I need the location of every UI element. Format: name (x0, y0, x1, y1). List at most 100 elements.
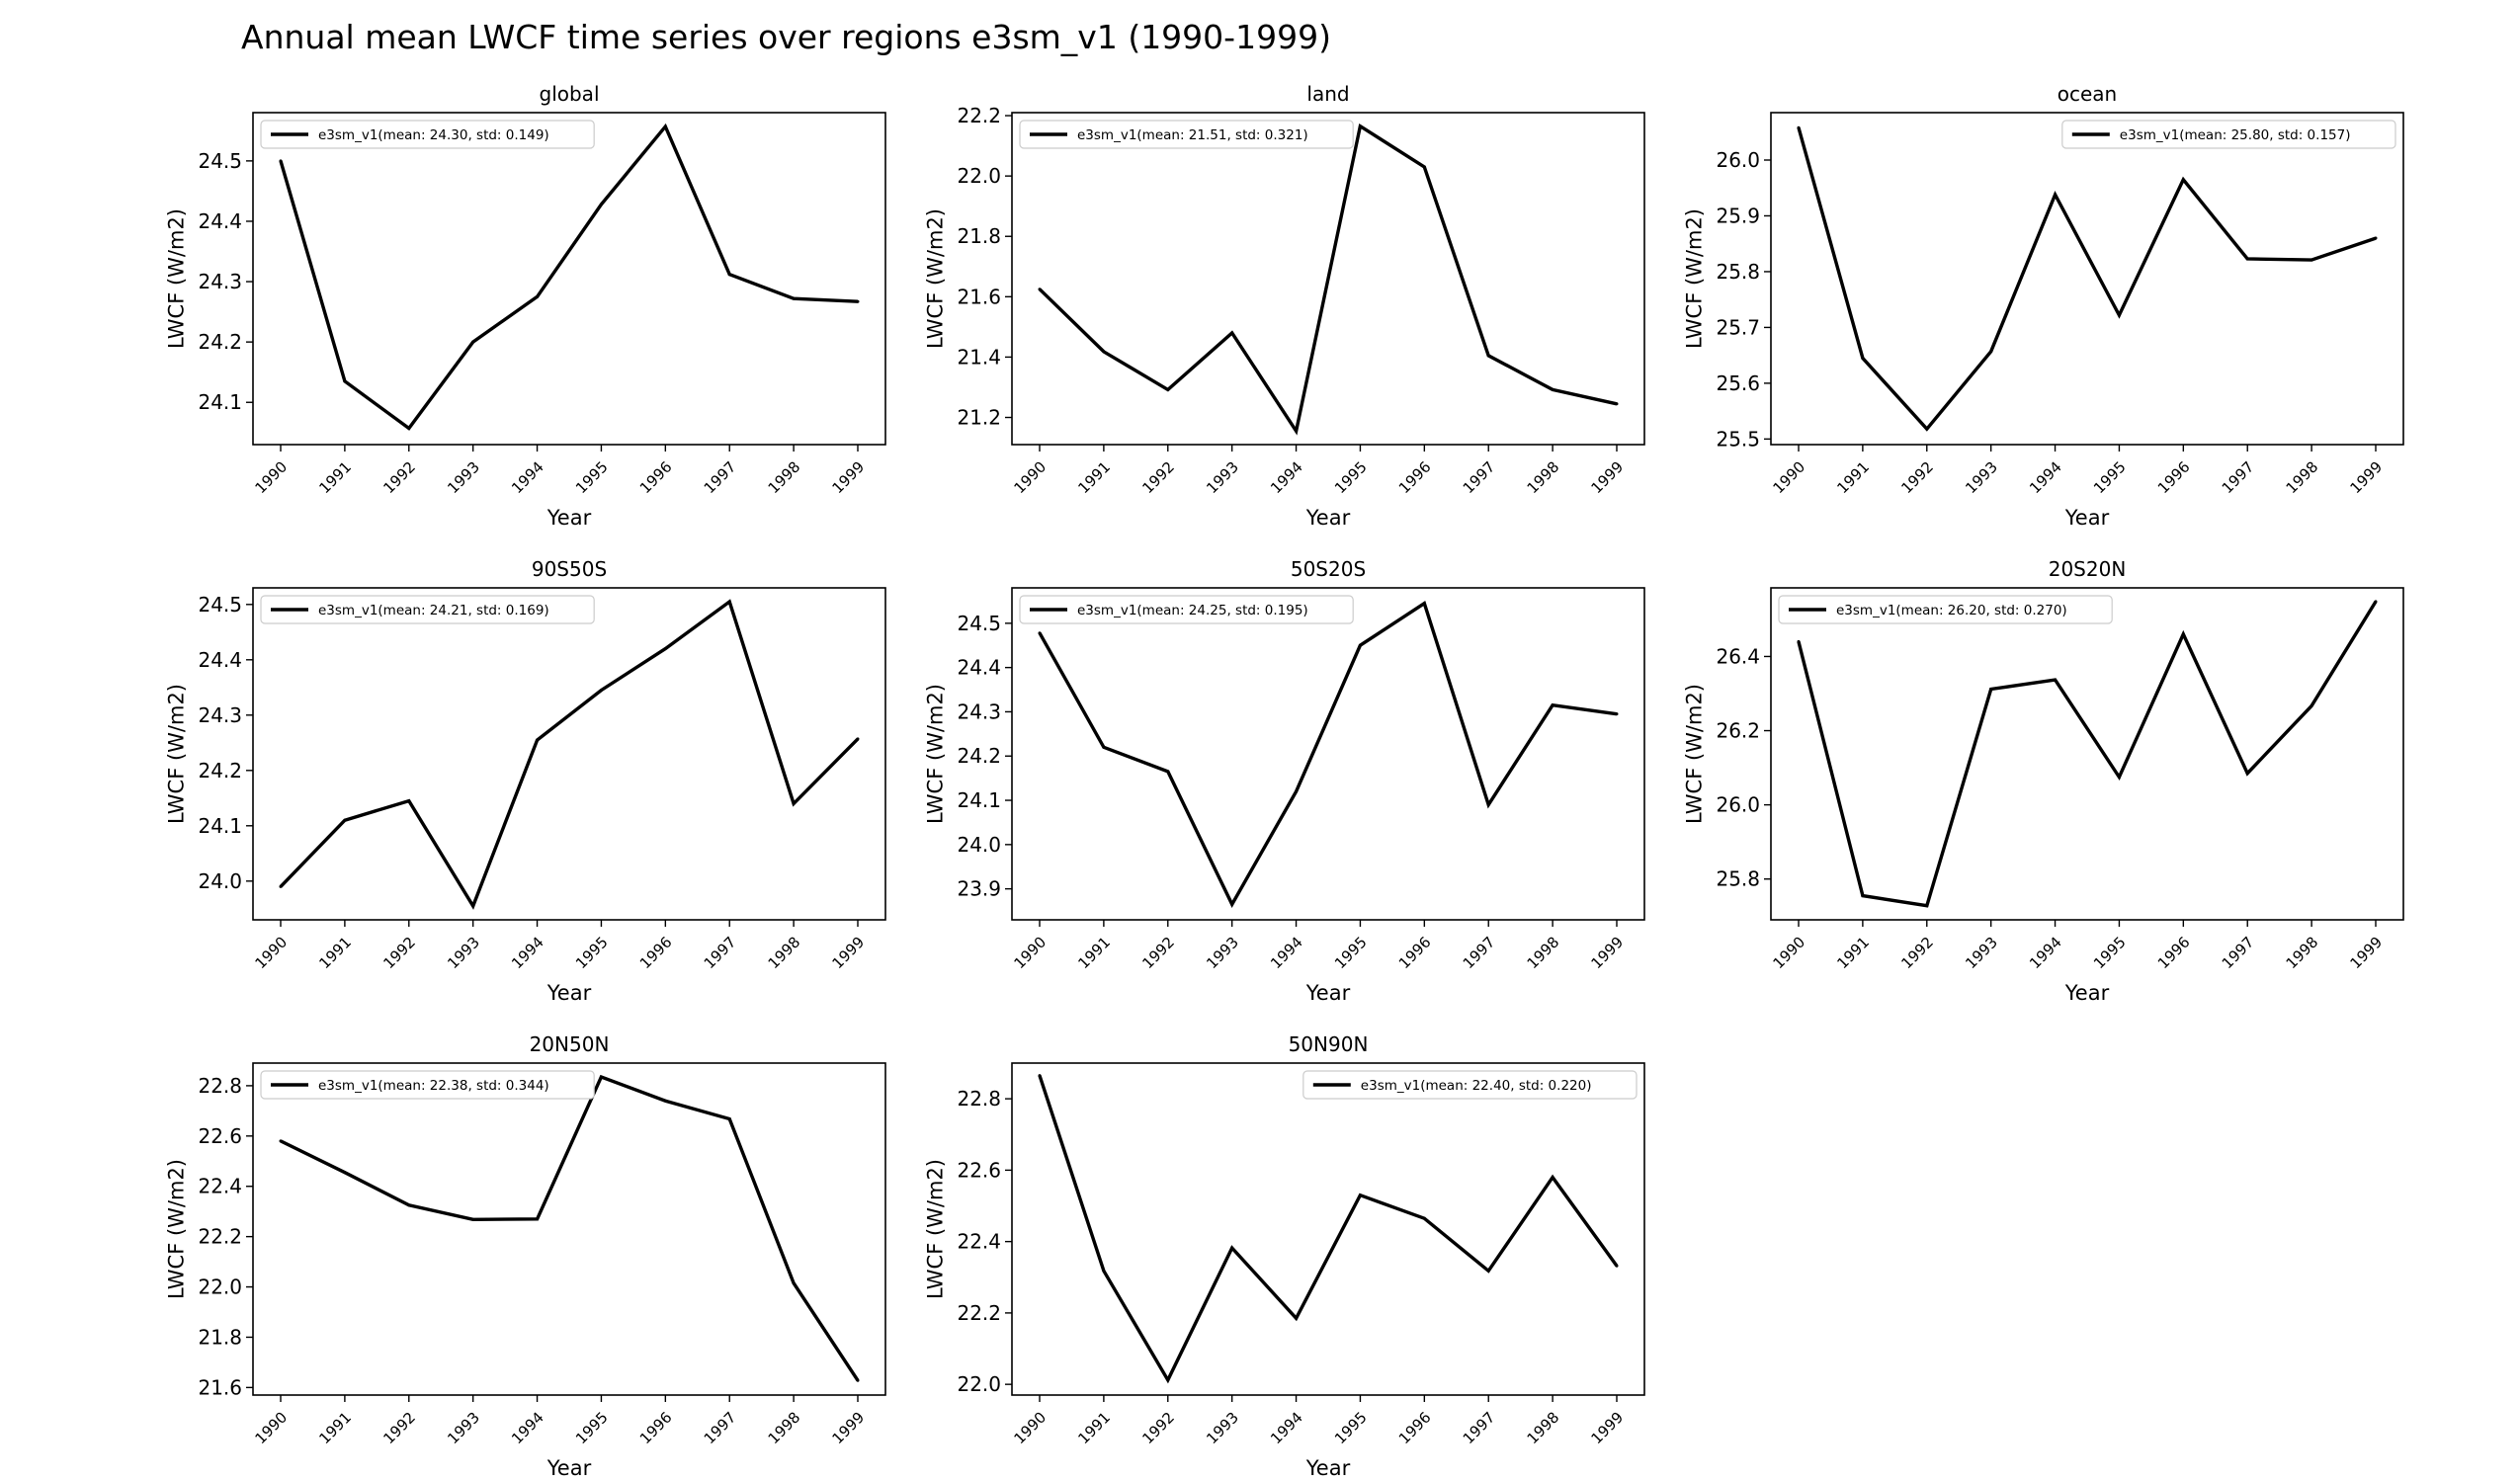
series-line (280, 1074, 860, 1382)
legend-box (1778, 595, 2113, 624)
data-point (407, 1203, 411, 1207)
data-point (1486, 354, 1490, 358)
series-line (1038, 123, 1618, 436)
x-tick-label: 1996 (2154, 934, 2194, 973)
legend: e3sm_v1(mean: 26.20, std: 0.270) (1778, 595, 2113, 624)
y-axis-label: LWCF (W/m2) (164, 1159, 188, 1299)
x-tick-label: 1993 (444, 934, 483, 973)
x-tick-label: 1995 (1331, 1409, 1371, 1448)
data-point (2054, 678, 2058, 682)
data-point (471, 1217, 475, 1221)
x-tick-label: 1995 (572, 1409, 612, 1448)
data-point (1422, 1216, 1426, 1220)
subplot-global: global 1990 1991 1992 1993 1994 1995 1996 1997 19… (164, 82, 886, 530)
x-tick-label: 1995 (572, 934, 612, 973)
y-axis-label: LWCF (W/m2) (923, 208, 947, 349)
data-point (1551, 703, 1554, 707)
data-point (536, 1217, 540, 1221)
y-tick-label: 23.9 (957, 877, 1001, 901)
legend-box (1019, 595, 1354, 624)
legend: e3sm_v1(mean: 24.21, std: 0.169) (260, 595, 595, 624)
data-point (727, 273, 731, 277)
legend: e3sm_v1(mean: 21.51, std: 0.321) (1019, 120, 1354, 149)
x-axis-label: Year (1305, 981, 1351, 1005)
subplot-title: 20N50N (530, 1032, 610, 1056)
legend-box (1019, 120, 1354, 149)
data-point (1989, 687, 1993, 691)
data-point (792, 296, 796, 300)
y-tick-label: 24.5 (198, 149, 242, 173)
legend-label: e3sm_v1(mean: 26.20, std: 0.270) (1836, 603, 2067, 618)
y-tick-label: 22.0 (198, 1276, 242, 1299)
data-point (2245, 772, 2249, 776)
x-tick-label: 1998 (765, 934, 804, 973)
data-point (2117, 313, 2121, 317)
x-axis-label: Year (546, 506, 592, 530)
x-tick-label: 1998 (1524, 934, 1563, 973)
subplot-90S50S: 90S50S 1990 1991 1992 1993 1994 1995 1996 1997 19… (164, 557, 886, 1005)
data-point (599, 203, 603, 206)
axes-frame (1770, 112, 2404, 446)
x-tick-label: 1990 (1770, 934, 1809, 973)
data-point (1038, 631, 1042, 635)
y-tick-label: 24.4 (198, 648, 242, 672)
y-axis-label: LWCF (W/m2) (1682, 684, 1706, 824)
x-tick-label: 1999 (2347, 458, 2387, 498)
data-point (343, 1171, 347, 1175)
data-point (1038, 1074, 1042, 1078)
x-tick-label: 1997 (2219, 934, 2258, 973)
x-axis-label: Year (546, 1456, 592, 1480)
legend: e3sm_v1(mean: 25.80, std: 0.157) (2061, 120, 2396, 149)
y-tick-label: 24.4 (957, 656, 1001, 680)
subplot-50N90N: 50N90N 1990 1991 1992 1993 1994 1995 1996 1997 19… (923, 1032, 1645, 1480)
y-axis-label: LWCF (W/m2) (164, 208, 188, 349)
data-point (471, 904, 475, 908)
series-line (1797, 126, 2377, 432)
legend-label: e3sm_v1(mean: 24.30, std: 0.149) (318, 127, 549, 143)
data-point (727, 600, 731, 604)
y-tick-label: 22.4 (957, 1230, 1001, 1254)
data-point (279, 884, 283, 888)
x-tick-label: 1992 (1138, 458, 1178, 498)
x-tick-label: 1992 (1897, 934, 1937, 973)
legend-label: e3sm_v1(mean: 22.40, std: 0.220) (1361, 1078, 1592, 1094)
data-point (536, 738, 540, 742)
axes-frame (1011, 1062, 1645, 1396)
data-point (1166, 770, 1170, 774)
x-tick-label: 1991 (315, 1409, 355, 1448)
x-tick-label: 1995 (2090, 458, 2130, 498)
x-tick-label: 1991 (315, 458, 355, 498)
subplot-20S20N: 20S20N 1990 1991 1992 1993 1994 1995 1996 1997 19… (1682, 557, 2404, 1005)
x-tick-label: 1998 (2283, 458, 2322, 498)
x-tick-label: 1993 (1203, 934, 1242, 973)
x-tick-label: 1999 (1588, 458, 1628, 498)
x-tick-label: 1997 (1460, 934, 1499, 973)
data-point (792, 1281, 796, 1285)
y-tick-label: 22.6 (198, 1124, 242, 1148)
y-tick-label: 24.0 (198, 869, 242, 893)
x-tick-label: 1996 (2154, 458, 2194, 498)
data-point (1551, 1176, 1554, 1180)
data-point (1358, 124, 1362, 128)
x-tick-label: 1998 (765, 1409, 804, 1448)
x-tick-label: 1997 (1460, 458, 1499, 498)
data-point (1861, 894, 1865, 898)
y-tick-label: 24.1 (198, 390, 242, 414)
axes-frame (252, 1062, 886, 1396)
x-tick-label: 1996 (636, 934, 676, 973)
subplot-title: 20S20N (2049, 557, 2127, 581)
y-tick-label: 22.2 (957, 104, 1001, 127)
x-tick-label: 1994 (508, 458, 547, 498)
y-tick-label: 24.2 (957, 744, 1001, 768)
data-point (856, 737, 860, 741)
legend: e3sm_v1(mean: 24.30, std: 0.149) (260, 120, 595, 149)
data-point (536, 294, 540, 298)
subplot-ocean: ocean 1990 1991 1992 1993 1994 1995 1996 1997 199… (1682, 82, 2404, 530)
x-tick-label: 1999 (2347, 934, 2387, 973)
x-tick-label: 1990 (1770, 458, 1809, 498)
x-tick-label: 1994 (508, 1409, 547, 1448)
data-point (407, 427, 411, 431)
subplot-title: 50S20S (1291, 557, 1366, 581)
data-point (2374, 600, 2378, 604)
